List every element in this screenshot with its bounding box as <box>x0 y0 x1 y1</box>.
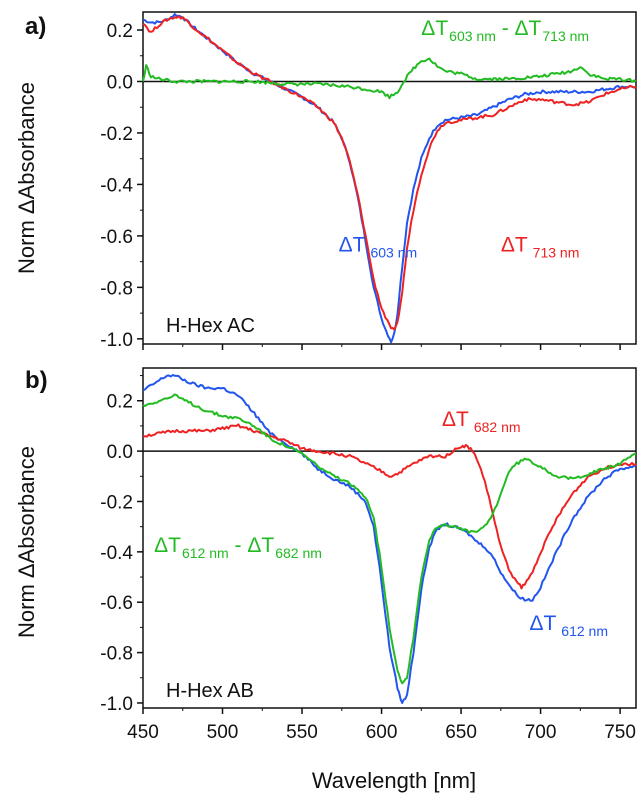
panel-b: 0.2 0.0 -0.2 -0.4 -0.6 -0.8 -1.0 450 500 550 600 65… <box>100 367 637 743</box>
p1-plot-frame <box>142 367 637 709</box>
p1-y-tick-label: -0.4 <box>100 543 133 564</box>
p0-y-tick-label: 0.0 <box>107 72 133 93</box>
y-axis-title-a: Norm ΔAbsorbance <box>14 82 39 274</box>
p1-y-tick-label: -0.8 <box>100 644 133 665</box>
p1-x-tick-label: 650 <box>445 722 477 743</box>
p1-y-tick-label: -0.2 <box>100 492 133 513</box>
p0-y-tick-label: 0.2 <box>107 21 133 42</box>
p0-series-line-1 <box>142 15 637 331</box>
p1-x-tick-label: 500 <box>207 722 239 743</box>
p0-y-tick-label: -0.8 <box>100 278 133 299</box>
p0-y-tick-label: -0.6 <box>100 227 133 248</box>
y-axis-title-b: Norm ΔAbsorbance <box>14 446 39 638</box>
p0-y-tick-label: -0.2 <box>100 124 133 145</box>
p0-y-tick-label: -1.0 <box>100 330 133 351</box>
panel-a-letter: a) <box>25 13 46 40</box>
panel-b-name: H-Hex AB <box>166 680 254 702</box>
p0-annotation-2: ΔT603 nm - ΔT713 nm <box>421 17 589 44</box>
p1-y-tick-label: 0.2 <box>107 392 133 413</box>
p1-x-tick-label: 450 <box>127 722 159 743</box>
p1-series-line-2 <box>142 393 637 685</box>
p0-annotation-1: ΔT 713 nm <box>501 233 580 260</box>
p1-y-tick-label: -1.0 <box>100 694 133 715</box>
panel-b-letter: b) <box>25 367 48 394</box>
p0-annotation-0: ΔT 603 nm <box>339 233 418 260</box>
p1-annotation-0: ΔT 682 nm <box>442 408 521 435</box>
panel-a: 0.2 0.0 -0.2 -0.4 -0.6 -0.8 -1.0 ΔT 603 nm ΔT 713 … <box>100 11 637 351</box>
p0-y-tick-label: -0.4 <box>100 175 133 196</box>
p0-series-line-0 <box>142 13 637 344</box>
p1-x-tick-label: 600 <box>366 722 398 743</box>
panel-a-name: H-Hex AC <box>166 315 255 337</box>
p0-plot-frame <box>142 11 637 345</box>
p1-x-tick-label: 700 <box>525 722 557 743</box>
p1-x-tick-label: 550 <box>286 722 318 743</box>
p1-x-tick-label: 750 <box>604 722 636 743</box>
p1-series-line-1 <box>142 423 637 590</box>
x-axis-title: Wavelength [nm] <box>312 768 476 793</box>
p1-annotation-2: ΔT612 nm - ΔT682 nm <box>154 534 322 561</box>
p1-series-line-0 <box>142 374 637 704</box>
p1-annotation-1: ΔT 612 nm <box>529 612 608 639</box>
p0-series-line-2 <box>142 57 637 100</box>
p1-y-tick-label: -0.6 <box>100 593 133 614</box>
p1-y-tick-label: 0.0 <box>107 442 133 463</box>
